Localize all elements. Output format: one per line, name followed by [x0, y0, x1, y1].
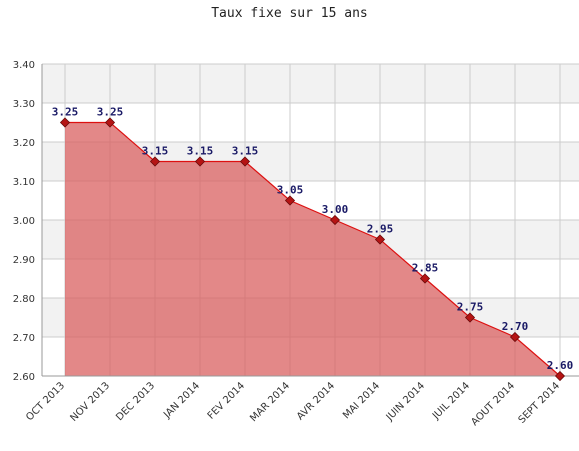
data-label: 3.00	[322, 203, 349, 216]
series-line	[65, 121, 561, 377]
data-point	[59, 117, 71, 128]
data-point	[554, 370, 566, 382]
y-tick-label: 2.60	[13, 372, 35, 383]
data-label: 3.15	[142, 145, 169, 158]
data-point	[149, 156, 161, 167]
x-tick-label: JUIN 2014	[384, 380, 427, 423]
x-tick-label: MAR 2014	[248, 380, 292, 424]
chart-title: Taux fixe sur 15 ans	[211, 6, 368, 21]
data-point	[329, 214, 341, 226]
y-tick-label: 3.30	[13, 99, 35, 110]
x-tick-label: DEC 2013	[114, 380, 157, 423]
x-tick-label: AVR 2014	[295, 380, 337, 422]
data-point	[284, 195, 296, 206]
data-label: 3.15	[187, 145, 214, 158]
x-tick-label: MAI 2014	[341, 380, 382, 421]
grid-band	[42, 64, 579, 103]
data-label: 3.25	[52, 106, 79, 119]
data-point	[239, 156, 251, 167]
data-point	[509, 331, 521, 343]
data-point	[104, 117, 116, 128]
data-point	[419, 273, 431, 284]
data-label: 3.25	[97, 106, 124, 119]
data-label: 2.85	[412, 262, 439, 275]
y-tick-label: 3.40	[13, 60, 35, 71]
data-label: 2.60	[547, 359, 574, 372]
x-tick-label: AOUT 2014	[469, 380, 517, 428]
data-label: 2.95	[367, 223, 394, 236]
data-point	[464, 312, 476, 323]
data-label: 3.15	[232, 145, 259, 158]
y-tick-label: 2.90	[13, 255, 35, 266]
y-tick-label: 3.10	[13, 177, 35, 188]
x-tick-label: JAN 2014	[161, 380, 202, 421]
x-tick-label: JUIL 2014	[430, 380, 472, 422]
y-tick-label: 3.20	[13, 138, 35, 149]
x-tick-label: OCT 2013	[24, 380, 67, 423]
y-tick-label: 3.00	[13, 216, 35, 227]
x-tick-label: NOV 2013	[69, 380, 113, 424]
x-tick-label: SEPT 2014	[517, 380, 563, 426]
area-fill	[65, 122, 560, 376]
data-label: 2.70	[502, 320, 529, 333]
x-tick-label: FEV 2014	[206, 380, 247, 421]
data-point	[194, 156, 206, 167]
y-tick-label: 2.70	[13, 333, 35, 344]
data-label: 2.75	[457, 301, 484, 314]
data-point	[374, 234, 386, 245]
y-tick-label: 2.80	[13, 294, 35, 305]
data-label: 3.05	[277, 184, 304, 197]
